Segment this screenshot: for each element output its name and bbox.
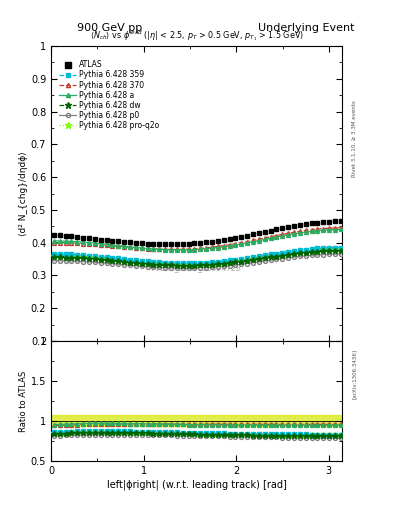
- Text: $\langle N_{ch}\rangle$ vs $\phi^{lead}$ ($|\eta|$ < 2.5, $p_T$ > 0.5 GeV, $p_{T: $\langle N_{ch}\rangle$ vs $\phi^{lead}$…: [90, 28, 303, 43]
- Text: Rivet 3.1.10, ≥ 3.3M events: Rivet 3.1.10, ≥ 3.3M events: [352, 100, 357, 177]
- X-axis label: left|ϕright| (w.r.t. leading track) [rad]: left|ϕright| (w.r.t. leading track) [rad…: [107, 480, 286, 490]
- Text: 900 GeV pp: 900 GeV pp: [77, 23, 143, 33]
- Y-axis label: Ratio to ATLAS: Ratio to ATLAS: [19, 370, 28, 432]
- Legend: ATLAS, Pythia 6.428 359, Pythia 6.428 370, Pythia 6.428 a, Pythia 6.428 dw, Pyth: ATLAS, Pythia 6.428 359, Pythia 6.428 37…: [58, 59, 161, 132]
- Bar: [51, 415, 342, 426]
- Text: ATLAS_2010_S8894728: ATLAS_2010_S8894728: [151, 263, 242, 272]
- Y-axis label: ⟨d² N_{chg}/dηdϕ⟩: ⟨d² N_{chg}/dηdϕ⟩: [19, 151, 28, 236]
- Text: Underlying Event: Underlying Event: [258, 23, 355, 33]
- Text: [arXiv:1306.3436]: [arXiv:1306.3436]: [352, 349, 357, 399]
